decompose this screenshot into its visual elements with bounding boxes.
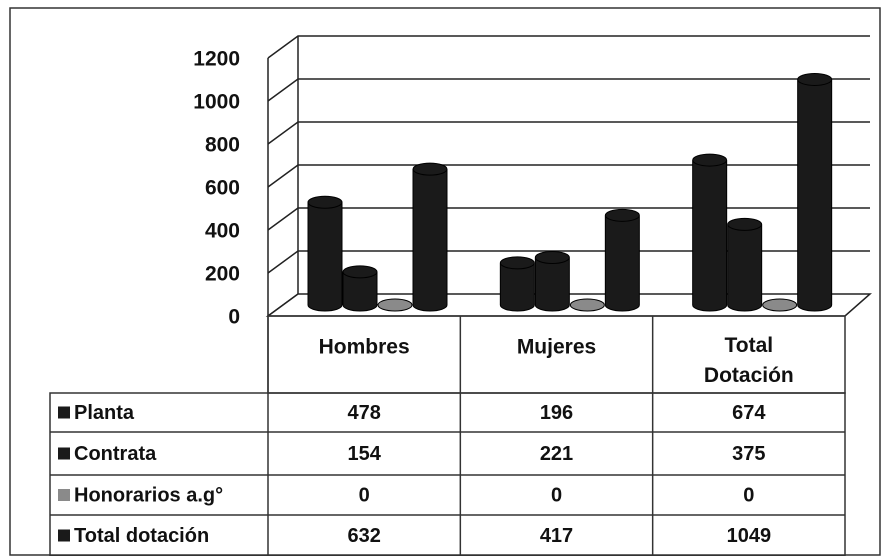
cylinder <box>534 250 570 312</box>
cylinder <box>499 256 535 312</box>
y-tick-label: 200 <box>205 263 240 286</box>
category-label: Hombres <box>319 336 410 359</box>
grid-line <box>267 121 870 145</box>
table-value: 417 <box>540 525 573 547</box>
table-value: 221 <box>540 443 573 465</box>
cylinder <box>604 208 640 312</box>
legend-label: Contrata <box>74 443 157 465</box>
category-label: Total Dotación <box>704 334 794 387</box>
table-value: 154 <box>347 443 381 465</box>
grid-line <box>267 250 870 274</box>
legend-label: Total dotación <box>74 525 209 547</box>
table-value: 375 <box>732 443 765 465</box>
grid-line <box>267 164 870 188</box>
legend-swatch <box>58 447 70 460</box>
cylinder <box>569 298 605 312</box>
cylinder <box>727 217 763 312</box>
table-value: 0 <box>551 484 562 506</box>
table-value: 478 <box>347 402 380 424</box>
y-tick-label: 1200 <box>193 48 240 71</box>
table-value: 196 <box>540 402 573 424</box>
table-value: 632 <box>347 525 380 547</box>
category-label-line: Dotación <box>704 364 794 387</box>
y-tick-label: 1000 <box>193 91 240 114</box>
y-tick-label: 800 <box>205 134 240 157</box>
table-value: 0 <box>743 484 754 506</box>
legend-label: Honorarios a.g° <box>74 484 223 506</box>
cylinder <box>692 153 728 312</box>
grid-line <box>267 35 870 59</box>
grid-line <box>267 78 870 102</box>
y-tick-label: 600 <box>205 177 240 200</box>
grid-line <box>267 207 870 231</box>
y-tick-label: 0 <box>228 306 240 329</box>
legend-label: Planta <box>74 402 135 424</box>
cylinder <box>412 162 448 312</box>
cylinder <box>307 195 343 312</box>
category-label-line: Total <box>725 334 774 357</box>
legend-swatch <box>58 529 70 542</box>
category-label: Mujeres <box>517 336 596 359</box>
table-value: 1049 <box>727 525 772 547</box>
table-value: 674 <box>732 402 766 424</box>
legend-swatch <box>58 406 70 419</box>
cylinder <box>342 265 378 312</box>
cylinder <box>762 298 798 312</box>
y-tick-label: 400 <box>205 220 240 243</box>
cylinder <box>377 298 413 312</box>
table-value: 0 <box>359 484 370 506</box>
cylinder <box>797 72 833 312</box>
legend-swatch <box>58 489 70 501</box>
